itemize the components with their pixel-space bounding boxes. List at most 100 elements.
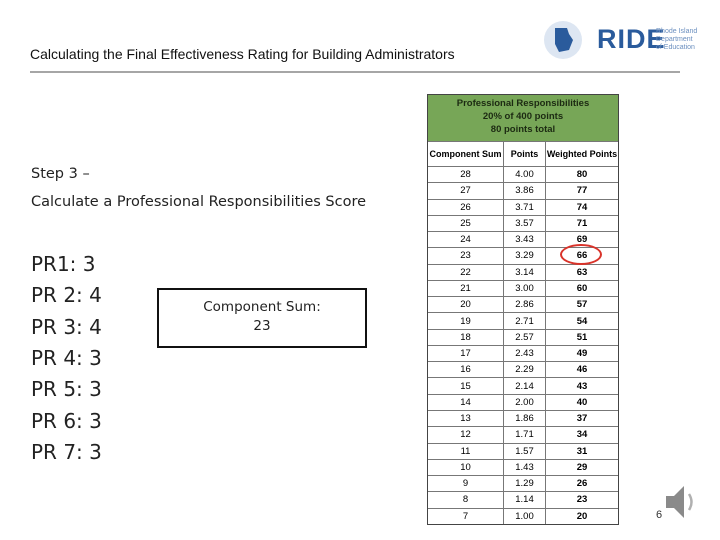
callout-label: Component Sum: [203,299,321,315]
slide-title: Calculating the Final Effectiveness Rati… [30,46,455,62]
table-cell: 20 [545,508,618,524]
table-cell: 8 [462,494,469,506]
table-cell: 26 [460,201,471,213]
table-cell: 9 [462,478,469,490]
table-cell: 37 [545,410,618,427]
table-cell: 71 [545,215,618,232]
step-heading: Step 3 – [31,166,90,182]
table-cell: 29 [545,459,618,476]
table-row: 25 3.57 71 [428,214,618,232]
table-row: 12 1.71 34 [428,426,618,443]
logo-line: Rhode Island [656,28,698,35]
score-item: PR 4: 3 [31,345,102,370]
table-title-line: Professional Responsibilities [456,98,590,109]
table-row: 14 2.00 40 [428,393,618,410]
table-cell: 80 [545,167,618,183]
table-cell: 3.86 [503,183,545,199]
table-cell: 21 [460,282,471,294]
table-cell: 13 [460,413,471,425]
callout-box: Component Sum: 23 [157,288,367,348]
table-cell: 22 [460,266,471,278]
table-cell: 34 [545,427,618,443]
table-cell: 2.00 [503,394,545,410]
table-cell: 7 [462,510,469,522]
table-cell: 51 [545,329,618,345]
table-cell: 18 [460,331,471,343]
table-row: 18 2.57 51 [428,328,618,345]
column-header: Points [503,142,545,166]
table-row: 16 2.29 46 [428,361,618,378]
table-cell: 49 [545,345,618,362]
table-title-line: 80 points total [490,124,556,135]
table-cell: 3.14 [503,264,545,280]
logo-line: of Education [656,44,695,51]
table-cell: 1.00 [503,508,545,524]
score-item: PR 5: 3 [31,377,102,402]
table-cell: 43 [545,378,618,394]
score-table: Professional Responsibilities 20% of 400 … [427,94,619,525]
table-row: 9 1.29 26 [428,475,618,492]
table-cell: 2.14 [503,378,545,394]
table-cell: 46 [545,362,618,378]
table-cell: 19 [460,315,471,327]
score-item: PR1: 3 [31,252,96,276]
table-row: 15 2.14 43 [428,377,618,394]
step-text: Calculate a Professional Responsibilitie… [31,194,367,210]
highlight-circle [560,244,602,265]
table-cell: 28 [460,169,471,181]
table-cell: 63 [545,264,618,280]
table-cell: 11 [460,445,471,457]
table-row: 28 4.00 80 [428,166,618,183]
table-row: 10 1.43 29 [428,458,618,476]
table-cell: 12 [460,429,471,441]
table-row: 13 1.86 37 [428,409,618,427]
table-row: 19 2.71 54 [428,312,618,329]
table-cell: 3.29 [503,248,545,264]
table-cell: 27 [460,185,471,197]
table-title: Professional Responsibilities 20% of 400 … [428,95,618,141]
table-cell: 77 [545,183,618,199]
table-cell: 74 [545,199,618,215]
table-cell: 57 [545,297,618,313]
logo-line: Department [656,36,693,43]
table-row: 11 1.57 31 [428,442,618,459]
table-cell: 2.71 [503,313,545,329]
logo-icon [544,21,582,59]
table-cell: 3.00 [503,280,545,297]
speaker-icon [666,486,693,518]
table-cell: 2.29 [503,362,545,378]
table-cell: 15 [460,380,471,392]
table-cell: 10 [460,461,471,473]
table-header-row: Component Sum Points Weighted Points [428,141,618,166]
table-cell: 60 [545,280,618,297]
table-cell: 3.57 [503,215,545,232]
table-cell: 1.57 [503,443,545,459]
score-item: PR 2: 4 [31,283,102,308]
table-cell: 3.43 [503,232,545,248]
table-row: 7 1.00 20 [428,507,618,524]
table-cell: 3.71 [503,199,545,215]
table-cell: 2.43 [503,345,545,362]
table-cell: 23 [460,250,471,262]
table-cell: 1.71 [503,427,545,443]
callout-value: 23 [253,318,271,334]
table-row: 8 1.14 23 [428,491,618,508]
table-row: 20 2.86 57 [428,296,618,313]
table-row: 24 3.43 69 [428,231,618,248]
table-cell: 31 [545,443,618,459]
table-cell: 4.00 [503,167,545,183]
table-cell: 25 [460,217,471,229]
score-item: PR 7: 3 [31,439,102,464]
logo-name: RIDE [597,24,666,54]
table-title-line: 20% of 400 points [482,111,564,122]
table-cell: 1.86 [503,410,545,427]
table-cell: 40 [545,394,618,410]
table-cell: 54 [545,313,618,329]
table-cell: 20 [460,299,471,311]
table-cell: 1.29 [503,476,545,492]
table-cell: 2.57 [503,329,545,345]
score-item: PR 3: 4 [31,314,102,339]
table-row: 17 2.43 49 [428,344,618,362]
table-cell: 16 [460,364,471,376]
